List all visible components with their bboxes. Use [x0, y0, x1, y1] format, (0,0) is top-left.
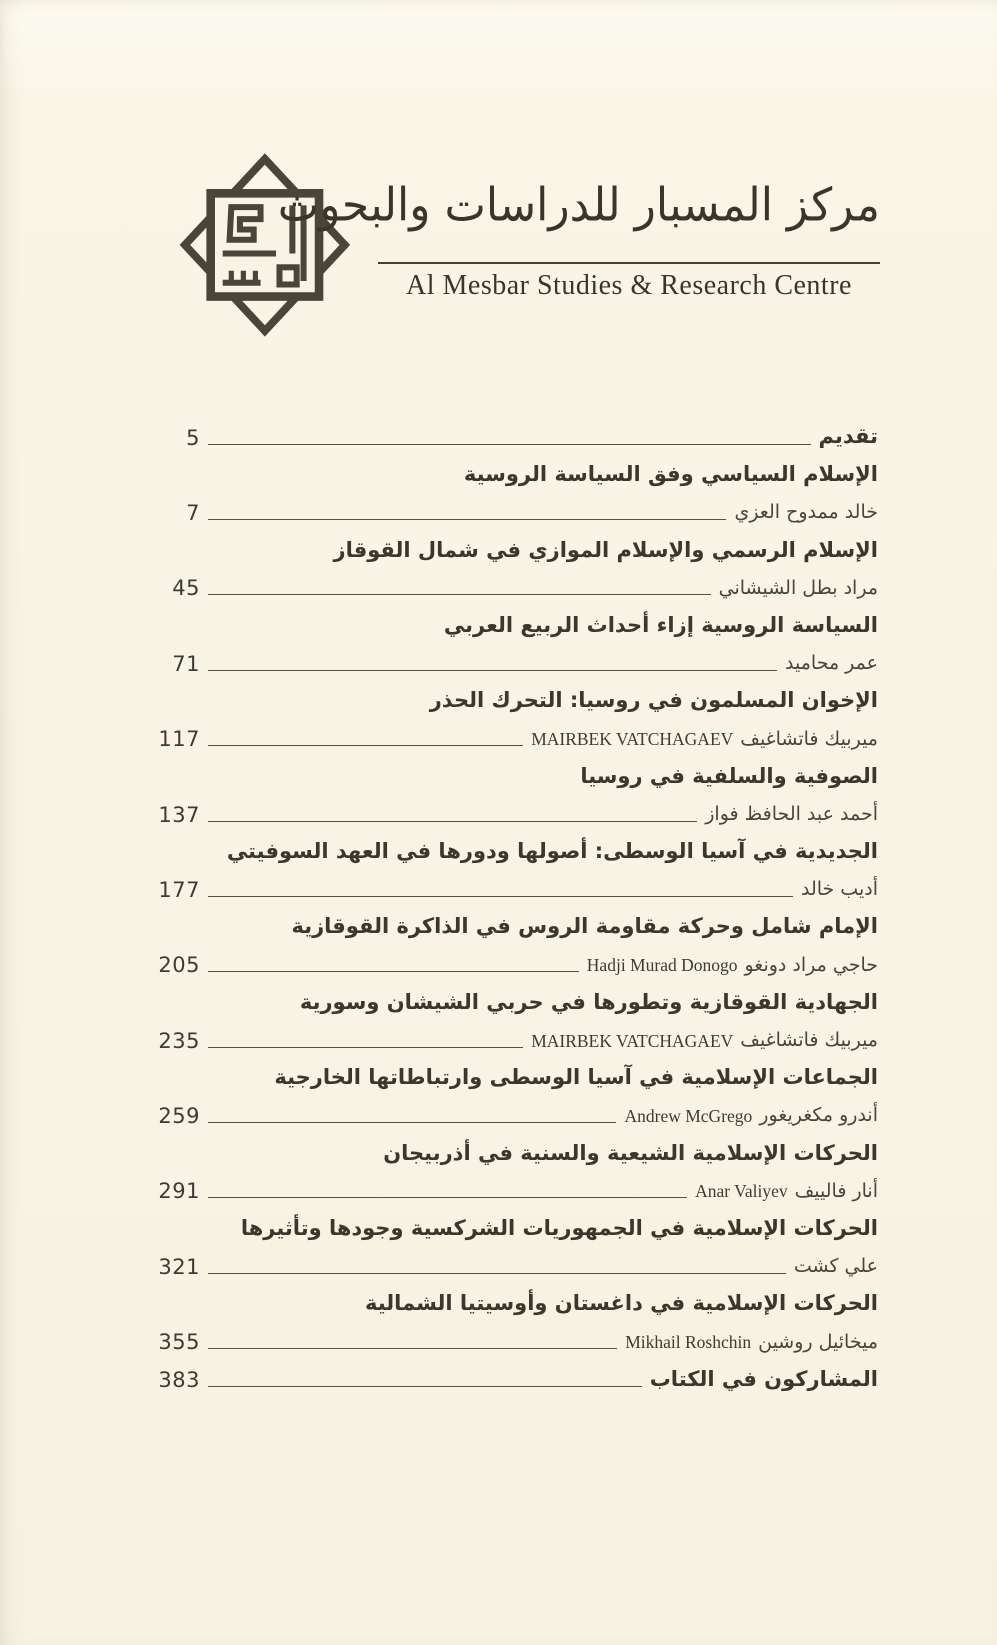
toc-title-text: المشاركون في الكتاب [649, 1366, 878, 1391]
leader-line [208, 1348, 618, 1350]
leader-line [208, 1197, 688, 1199]
toc-title-text: الإمام شامل وحركة مقاومة الروس في الذاكر… [291, 914, 878, 939]
leader-line [208, 971, 579, 973]
toc-title-text: الجديدية في آسيا الوسطى: أصولها ودورها ف… [226, 839, 878, 863]
toc-chapter-title-row: الإخوان المسلمون في روسيا: التحرك الحذر [152, 676, 878, 714]
toc-author-name: ميربيك فاتشاغيف [740, 1029, 878, 1051]
toc-page-number: 205 [158, 953, 200, 978]
leader-line [208, 519, 727, 521]
toc-page-number: 7 [186, 501, 200, 526]
toc-entry-row: أديب خالد 177 [152, 864, 878, 902]
toc-entry-row: المشاركون في الكتاب 383 [152, 1354, 878, 1392]
toc-page-number: 5 [186, 425, 200, 450]
toc-entry-row: حاجي مراد دونغو Hadji Murad Donogo 205 [152, 940, 878, 978]
toc-page-number: 383 [158, 1367, 200, 1392]
toc-title-text: الحركات الإسلامية في داغستان وأوسيتيا ال… [364, 1291, 878, 1316]
toc-entry-row: عمر محاميد 71 [152, 638, 878, 676]
toc-chapter-title-row: الإسلام الرسمي والإسلام الموازي في شمال … [152, 525, 878, 563]
publisher-header: مركز المسبار للدراسات والبحوث Al Mesbar … [277, 158, 880, 302]
toc-entry-row: خالد ممدوح العزي 7 [152, 487, 878, 525]
toc-chapter-title-row: الحركات الإسلامية في داغستان وأوسيتيا ال… [152, 1279, 878, 1317]
toc-author-name: ميخائيل روشين [758, 1330, 878, 1353]
leader-line [208, 745, 524, 747]
toc-page-number: 321 [158, 1254, 200, 1279]
toc-title-text: الحركات الإسلامية الشيعية والسنية في أذر… [383, 1140, 878, 1165]
toc-entry-row: ميربيك فاتشاغيف MAIRBEK VATCHAGAEV 235 [152, 1015, 878, 1053]
leader-line [208, 1046, 524, 1048]
toc-author-name: خالد ممدوح العزي [734, 501, 878, 524]
toc-author-latin-name: Anar Valiyev [695, 1181, 788, 1202]
kufic-square-logo-icon [179, 153, 351, 337]
leader-line [208, 1385, 642, 1387]
toc-chapter-title-row: الإمام شامل وحركة مقاومة الروس في الذاكر… [152, 902, 878, 940]
toc-author-latin-name: Andrew McGrego [624, 1106, 753, 1127]
toc-author-name: ميربيك فاتشاغيف [740, 727, 878, 750]
toc-entry-row: مراد بطل الشيشاني 45 [152, 563, 878, 601]
toc-list: تقديم 5 الإسلام السياسي وفق السياسة الروسي… [152, 412, 878, 1392]
toc-entry-row: أحمد عبد الحافظ فواز 137 [152, 789, 878, 827]
toc-author-latin-name: Mikhail Roshchin [625, 1332, 752, 1353]
toc-page-number: 71 [172, 651, 200, 676]
leader-line [208, 1272, 786, 1274]
toc-chapter-title-row: الجديدية في آسيا الوسطى: أصولها ودورها ف… [152, 827, 878, 865]
toc-title-text: الصوفية والسلفية في روسيا [580, 763, 878, 788]
toc-chapter-title-row: الحركات الإسلامية الشيعية والسنية في أذر… [152, 1128, 878, 1166]
toc-chapter-title-row: الصوفية والسلفية في روسيا [152, 751, 878, 789]
toc-author-name: أديب خالد [800, 878, 878, 901]
toc-entry-row: ميخائيل روشين Mikhail Roshchin 355 [152, 1317, 878, 1355]
leader-line [208, 895, 793, 897]
leader-line [208, 594, 711, 596]
toc-title-text: السياسة الروسية إزاء أحداث الربيع العربي [443, 612, 878, 637]
al-mesbar-logo [178, 152, 351, 337]
toc-chapter-title-row: الإسلام السياسي وفق السياسة الروسية [152, 450, 878, 488]
toc-entry-row: ميربيك فاتشاغيف MAIRBEK VATCHAGAEV 117 [152, 714, 878, 752]
toc-entry-row: تقديم 5 [152, 412, 878, 450]
toc-entry-row: أندرو مكغريغور Andrew McGrego 259 [152, 1090, 878, 1128]
toc-title-text: تقديم [818, 424, 878, 449]
toc-author-name: حاجي مراد دونغو [744, 953, 878, 976]
leader-line [208, 443, 811, 445]
toc-entry-row: أنار فالييف Anar Valiyev 291 [152, 1166, 878, 1204]
toc-page-number: 45 [172, 576, 200, 601]
toc-title-text: الإسلام الرسمي والإسلام الموازي في شمال … [333, 537, 878, 562]
toc-page-number: 235 [158, 1028, 200, 1053]
toc-title-text: الجماعات الإسلامية في آسيا الوسطى وارتبا… [274, 1065, 878, 1090]
toc-author-name: أحمد عبد الحافظ فواز [705, 802, 878, 825]
toc-title-text: الإخوان المسلمون في روسيا: التحرك الحذر [429, 688, 878, 713]
toc-author-latin-name: Hadji Murad Donogo [586, 955, 738, 976]
toc-author-name: مراد بطل الشيشاني [718, 576, 878, 599]
toc-author-name: أنار فالييف [794, 1179, 878, 1202]
toc-entry-row: علي كشت 321 [152, 1241, 878, 1279]
toc-page-number: 117 [158, 727, 200, 752]
toc-author-name: عمر محاميد [785, 652, 878, 675]
toc-chapter-title-row: الحركات الإسلامية في الجمهوريات الشركسية… [152, 1203, 878, 1241]
toc-title-text: الجهادية القوقازية وتطورها في حربي الشيش… [299, 989, 878, 1014]
toc-chapter-title-row: الجماعات الإسلامية في آسيا الوسطى وارتبا… [152, 1053, 878, 1091]
toc-chapter-title-row: السياسة الروسية إزاء أحداث الربيع العربي [152, 600, 878, 638]
header-divider [378, 262, 880, 264]
toc-page-number: 259 [158, 1104, 200, 1129]
toc-title-text: الحركات الإسلامية في الجمهوريات الشركسية… [240, 1215, 878, 1240]
leader-line [208, 669, 778, 671]
toc-title-text: الإسلام السياسي وفق السياسة الروسية [463, 462, 878, 487]
toc-page-number: 291 [158, 1179, 200, 1204]
leader-line [208, 1122, 617, 1124]
toc-chapter-title-row: الجهادية القوقازية وتطورها في حربي الشيش… [152, 977, 878, 1015]
toc-author-name: أندرو مكغريغور [759, 1104, 878, 1127]
toc-page-number: 177 [158, 877, 200, 902]
publisher-name-english: Al Mesbar Studies & Research Centre [406, 270, 852, 301]
leader-line [208, 820, 698, 822]
toc-page-number: 137 [158, 802, 200, 827]
publisher-name-arabic: مركز المسبار للدراسات والبحوث [277, 178, 880, 232]
toc-author-latin-name: MAIRBEK VATCHAGAEV [531, 1030, 734, 1051]
toc-author-latin-name: MAIRBEK VATCHAGAEV [531, 729, 734, 750]
toc-author-name: علي كشت [793, 1255, 878, 1278]
toc-page-number: 355 [158, 1330, 200, 1355]
